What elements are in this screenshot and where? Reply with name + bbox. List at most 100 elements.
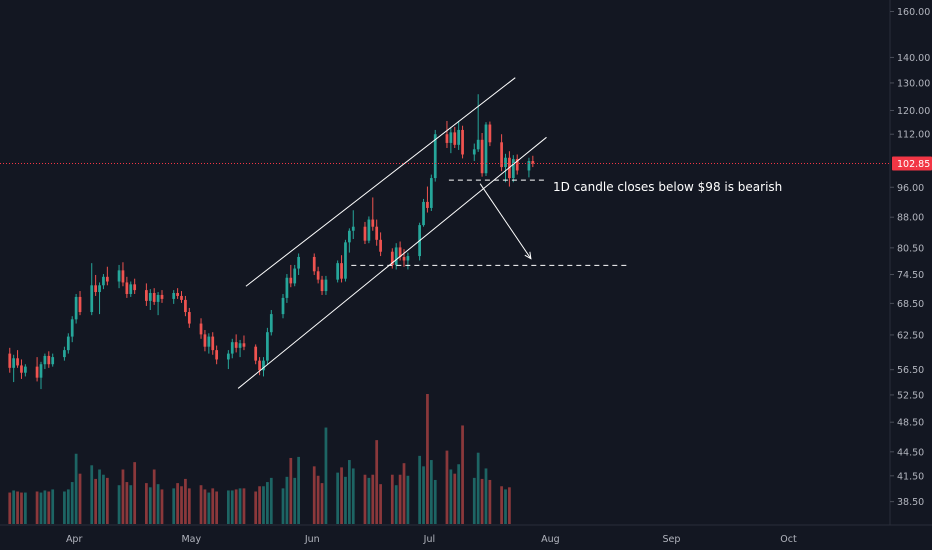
candle-body xyxy=(184,299,187,313)
candle-body xyxy=(371,219,375,227)
candle-body xyxy=(207,336,211,347)
price-tick-label: 160.00 xyxy=(897,7,930,18)
volume-bar xyxy=(63,491,66,524)
trendline-channel-upper[interactable] xyxy=(245,77,516,287)
candle-body xyxy=(461,129,464,155)
volume-bar xyxy=(121,469,125,524)
volume-bar xyxy=(422,466,425,524)
candle-body xyxy=(390,251,394,265)
candle-body xyxy=(500,142,503,168)
drawings[interactable] xyxy=(237,77,629,389)
candle-body xyxy=(394,247,398,265)
volume-bar xyxy=(242,488,246,524)
volume-bar xyxy=(180,486,183,524)
volume-bar xyxy=(8,492,12,524)
candle-body xyxy=(324,279,328,292)
volume-series xyxy=(8,394,511,524)
candle-body xyxy=(285,277,289,298)
candle-body xyxy=(289,277,293,284)
volume-bar xyxy=(324,427,328,524)
arrow-line[interactable] xyxy=(479,183,532,259)
volume-bar xyxy=(285,476,289,524)
trendline-channel-lower[interactable] xyxy=(237,136,547,389)
volume-bar xyxy=(297,456,300,524)
candle-body xyxy=(511,159,515,179)
candle-body xyxy=(281,297,285,315)
volume-bar xyxy=(406,475,410,524)
volume-bar xyxy=(172,488,176,524)
candle-body xyxy=(180,295,183,300)
price-tick-label: 140.00 xyxy=(897,53,930,64)
candle-body xyxy=(445,134,449,143)
candle-body xyxy=(230,342,234,354)
candle-body xyxy=(480,139,484,174)
candle-body xyxy=(258,360,261,371)
candle-body xyxy=(90,285,94,313)
volume-bar xyxy=(390,474,394,524)
candle-body xyxy=(102,276,105,286)
volume-bar xyxy=(70,482,74,524)
candle-body xyxy=(199,323,203,335)
candle-body xyxy=(78,296,82,313)
candle-body xyxy=(515,159,519,171)
candle-body xyxy=(344,242,347,279)
candle-body xyxy=(16,358,19,366)
volume-bar xyxy=(433,479,437,524)
candle-body xyxy=(20,365,23,373)
volume-bar xyxy=(379,484,382,524)
volume-bar xyxy=(211,488,215,524)
volume-bar xyxy=(176,483,179,524)
volume-bar xyxy=(98,469,101,524)
price-tick-label: 44.50 xyxy=(897,447,924,458)
volume-bar xyxy=(24,492,27,524)
candle-body xyxy=(429,178,433,208)
volume-bar xyxy=(426,394,429,524)
price-tick-label: 88.00 xyxy=(897,213,924,224)
time-axis[interactable]: Apr May Jun Jul Aug Sep Oct xyxy=(66,534,797,545)
volume-bar xyxy=(234,489,238,524)
candle-body xyxy=(238,343,242,348)
candle-body xyxy=(105,276,109,282)
time-tick-label: Sep xyxy=(662,534,680,545)
candle-body xyxy=(203,334,207,347)
volume-bar xyxy=(336,472,340,524)
annotation-text[interactable]: 1D candle closes below $98 is bearish xyxy=(553,180,782,194)
candle-body xyxy=(379,239,382,252)
candle-body xyxy=(347,230,351,243)
volume-bar xyxy=(504,489,507,524)
candle-body xyxy=(187,312,191,324)
volume-bar xyxy=(266,482,269,524)
current-price-badge: 102.85 xyxy=(892,156,932,171)
candle-body xyxy=(242,343,246,347)
current-price-label: 102.85 xyxy=(897,159,930,170)
price-axis[interactable]: 160.00 140.00 130.00 120.00 112.00 96.00 88.00… xyxy=(890,7,930,508)
candle-body xyxy=(156,294,160,302)
volume-bar xyxy=(418,455,421,524)
time-tick-label: Apr xyxy=(66,534,83,545)
volume-bar xyxy=(258,486,261,524)
volume-bar xyxy=(429,460,433,524)
candle-body xyxy=(43,355,47,365)
candle-body xyxy=(484,124,488,174)
candle-body xyxy=(24,366,27,373)
volume-bar xyxy=(199,485,203,524)
volume-bar xyxy=(347,460,351,524)
candle-body xyxy=(336,263,340,280)
arrow-head xyxy=(524,251,532,260)
price-tick-label: 38.50 xyxy=(897,497,924,508)
volume-bar xyxy=(371,474,375,524)
volume-bar xyxy=(129,485,133,524)
candle-body xyxy=(117,270,121,282)
candle-body xyxy=(504,157,507,168)
price-tick-label: 80.50 xyxy=(897,243,924,254)
volume-bar xyxy=(320,483,324,524)
candle-body xyxy=(98,285,101,293)
price-tick-label: 56.50 xyxy=(897,365,924,376)
candle-body xyxy=(211,336,215,351)
candle-body xyxy=(527,161,531,171)
candle-body xyxy=(316,271,320,280)
volume-bar xyxy=(394,485,398,524)
volume-bar xyxy=(375,440,379,524)
volume-bar xyxy=(312,466,316,524)
